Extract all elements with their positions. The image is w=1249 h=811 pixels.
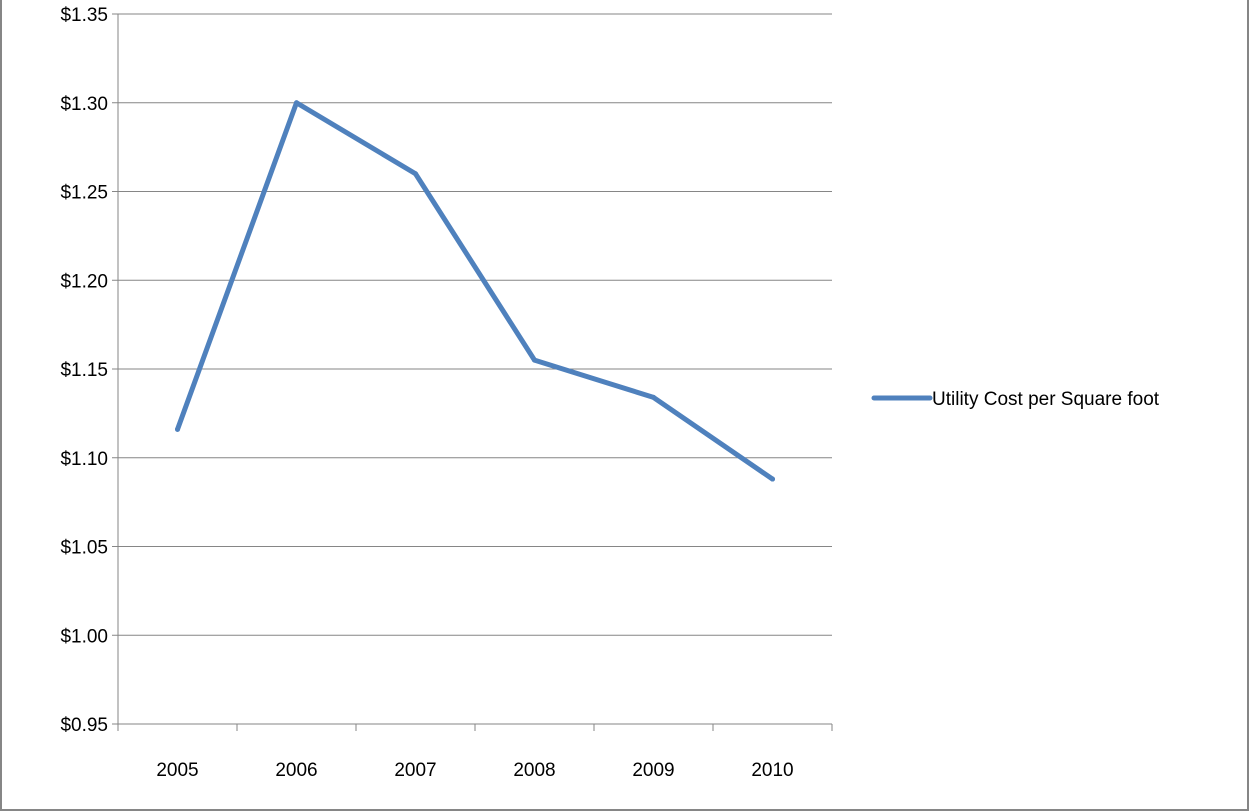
x-tick-label: 2009 <box>632 760 674 781</box>
y-tick-label: $1.00 <box>60 626 108 647</box>
x-tick-label: 2005 <box>156 760 198 781</box>
data-point <box>175 426 180 432</box>
series-line <box>175 100 775 482</box>
y-tick-label: $1.05 <box>60 538 108 559</box>
y-tick-label: $1.30 <box>60 94 108 115</box>
data-point <box>413 171 418 177</box>
data-point <box>532 357 537 363</box>
x-tick-labels: 2005 2006 2007 2008 2009 2010 <box>156 760 793 781</box>
x-tick-label: 2008 <box>513 760 555 781</box>
legend-label: Utility Cost per Square foot <box>932 389 1160 410</box>
y-tick-label: $1.35 <box>60 5 108 26</box>
data-point <box>770 476 775 482</box>
y-tick-labels: $0.95 $1.00 $1.05 $1.10 $1.15 $1.20 $1.25 $1.30… <box>60 5 108 736</box>
series-lines <box>175 100 775 482</box>
y-tick-label: $1.25 <box>60 183 108 204</box>
data-point <box>294 100 299 106</box>
data-point <box>651 394 656 400</box>
axes <box>112 13 833 731</box>
y-tick-label: $0.95 <box>60 715 108 736</box>
y-tick-label: $1.10 <box>60 449 108 470</box>
x-tick-label: 2010 <box>751 760 793 781</box>
gridlines <box>118 13 832 725</box>
y-tick-label: $1.20 <box>60 271 108 292</box>
x-tick-label: 2007 <box>394 760 436 781</box>
y-tick-label: $1.15 <box>60 360 108 381</box>
x-tick-label: 2006 <box>275 760 317 781</box>
legend: Utility Cost per Square foot <box>871 389 1160 410</box>
